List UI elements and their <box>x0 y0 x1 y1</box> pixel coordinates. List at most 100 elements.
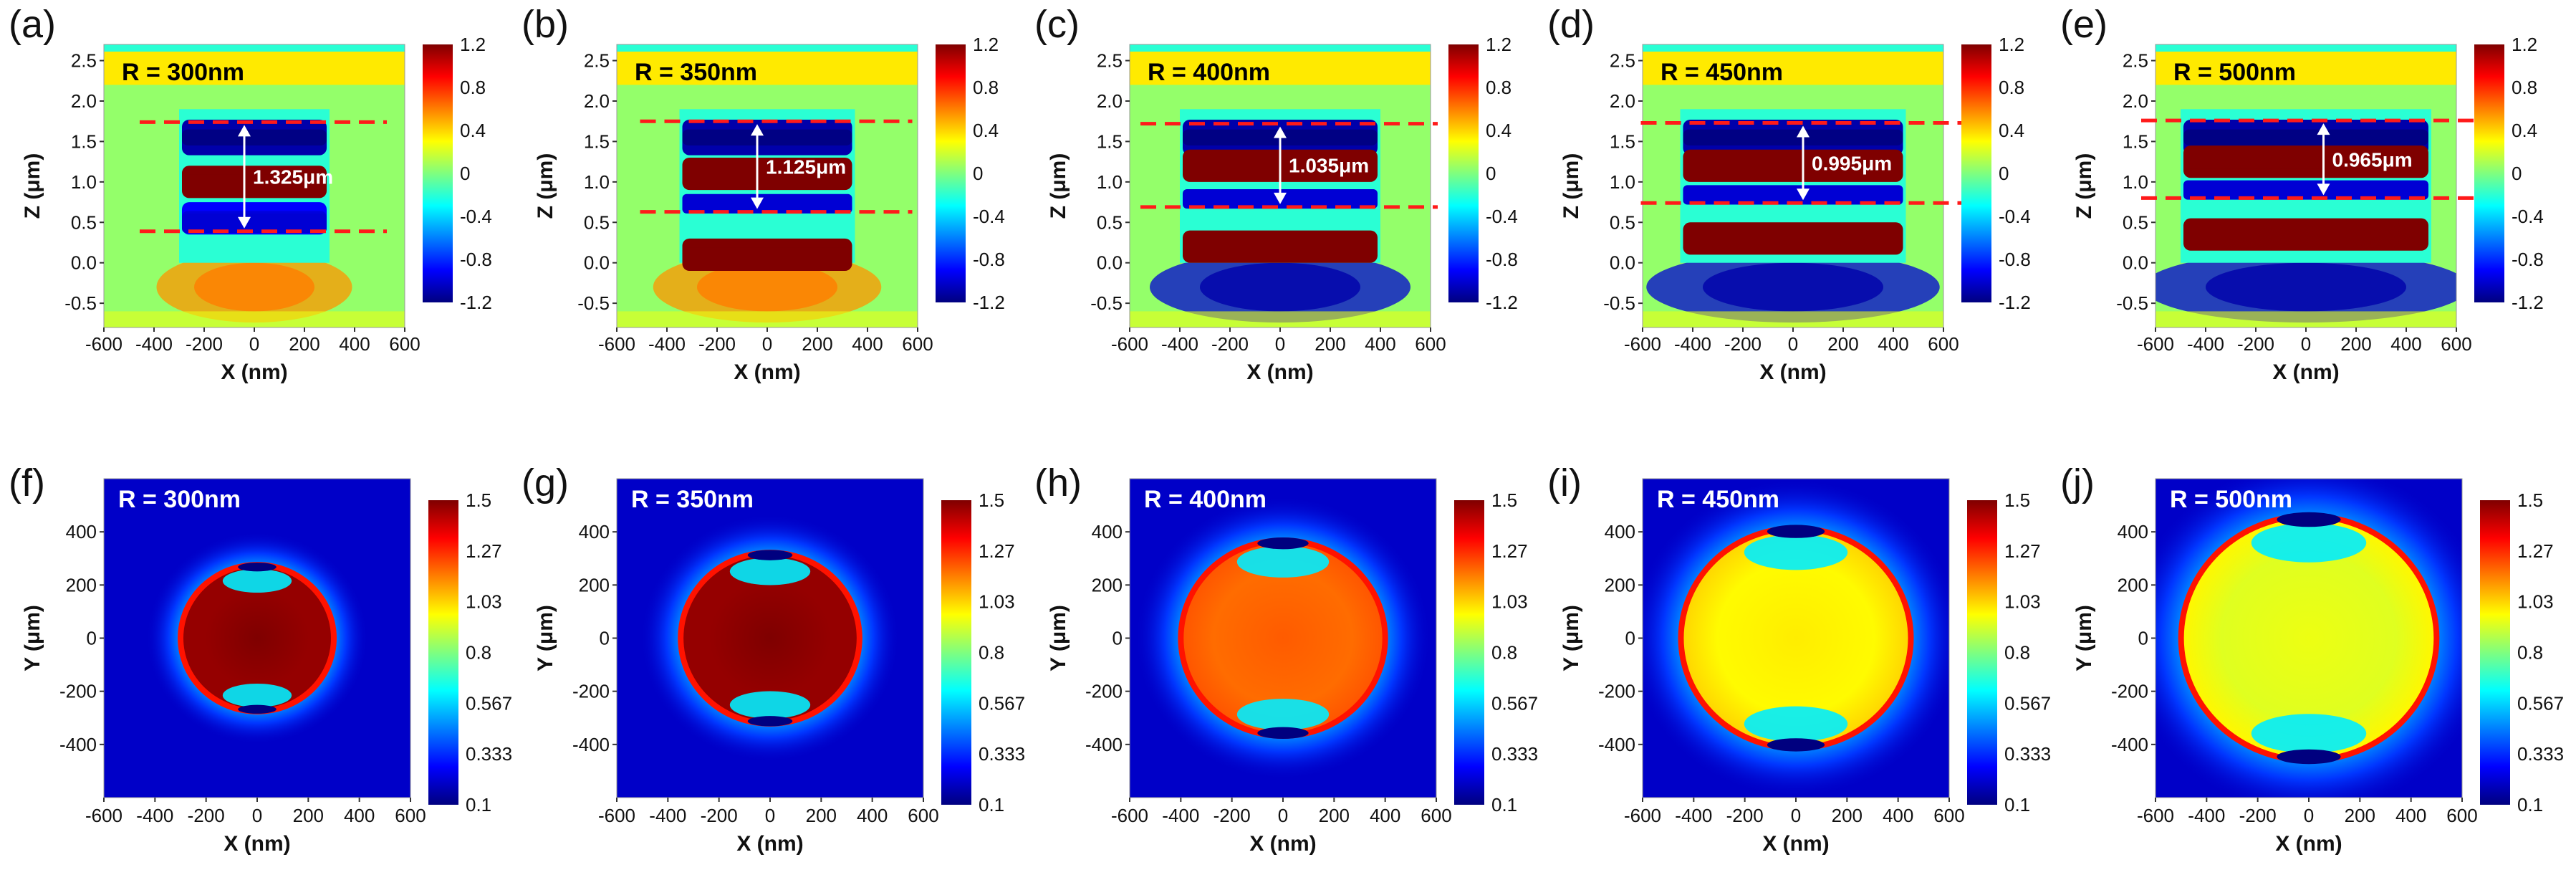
colorbar-tick-label: 0.8 <box>979 642 1004 664</box>
y-tick-label: 0.0 <box>1097 252 1123 274</box>
y-tick-label: 2.5 <box>1610 50 1635 72</box>
radius-label: R = 500nm <box>2173 59 2296 86</box>
y-tick-label: -200 <box>572 681 610 702</box>
field-top-edge <box>1130 44 1431 52</box>
field-bottom <box>1643 311 1943 327</box>
x-tick-label: 0 <box>1275 333 1285 355</box>
colorbar-tick-label: 0.8 <box>2512 77 2537 98</box>
radius-label: R = 450nm <box>1657 486 1779 513</box>
field-bottom <box>104 311 405 327</box>
x-tick-label: 0 <box>765 805 775 826</box>
field-cap-top <box>222 569 292 593</box>
colorbar <box>2480 500 2510 805</box>
x-axis-label: X (nm) <box>1249 832 1316 856</box>
y-tick-label: 1.0 <box>1097 171 1123 193</box>
field-band-core <box>1683 231 1903 247</box>
field-band-core <box>682 247 852 262</box>
gap-arrow-head-bottom <box>1274 192 1287 204</box>
y-tick-label: 1.5 <box>71 130 97 152</box>
heatmap-area <box>1643 44 1943 327</box>
x-axis-label: X (nm) <box>2275 832 2342 856</box>
x-tick-label: -400 <box>1161 333 1198 355</box>
y-tick-label: 0.5 <box>1610 211 1635 233</box>
gap-arrow-head-top <box>238 125 251 137</box>
x-tick-label: 0 <box>1791 805 1801 826</box>
x-tick-label: 400 <box>344 805 375 826</box>
x-tick-label: 400 <box>339 333 370 355</box>
y-tick-label: -400 <box>1085 734 1123 755</box>
y-tick-label: -400 <box>59 734 97 755</box>
colorbar-tick-label: -1.2 <box>973 292 1005 313</box>
field-band-core <box>2183 227 2428 242</box>
panel-h: R = 400nm 400 200 0 -200 -400 -600 -400 -200 0 200… <box>1034 461 1538 856</box>
y-tick-label: 0.5 <box>584 211 610 233</box>
colorbar-tick-label: 0.1 <box>466 794 491 816</box>
substrate-lobe-core <box>194 262 314 312</box>
colorbar-tick-label: 1.03 <box>2517 591 2554 613</box>
x-tick-label: 600 <box>389 333 420 355</box>
x-tick-label: 0 <box>762 333 772 355</box>
x-axis-label: X (nm) <box>736 832 803 856</box>
colorbar-tick-label: 0.8 <box>2517 642 2543 664</box>
y-tick-label: 0 <box>1625 628 1635 649</box>
x-tick-label: 600 <box>1415 333 1446 355</box>
colorbar-tick-label: -0.4 <box>460 206 492 227</box>
y-tick-label: 1.5 <box>1610 130 1635 152</box>
x-tick-label: -600 <box>2137 805 2174 826</box>
panel-letter: (c) <box>1034 3 1080 46</box>
x-tick-label: 0 <box>249 333 259 355</box>
y-tick-label: 0.0 <box>2123 252 2148 274</box>
x-tick-label: -400 <box>1675 805 1712 826</box>
colorbar-tick-label: -0.4 <box>2512 206 2544 227</box>
colorbar-tick-label: 1.2 <box>1486 34 1512 55</box>
field-top-edge <box>2156 44 2456 52</box>
y-tick-label: -0.5 <box>1090 292 1123 314</box>
y-tick-label: -0.5 <box>577 292 610 314</box>
y-tick-label: 400 <box>66 521 97 542</box>
y-tick-label: 400 <box>2118 521 2148 542</box>
heatmap-area <box>2156 44 2456 327</box>
y-tick-label: 2.0 <box>71 90 97 112</box>
colorbar-tick-label: 0.567 <box>979 692 1025 714</box>
y-tick-label: 200 <box>579 574 610 596</box>
y-tick-label: 400 <box>579 521 610 542</box>
colorbar-tick-label: 1.5 <box>2004 489 2030 511</box>
y-tick-label: 1.0 <box>1610 171 1635 193</box>
field-cap-top <box>729 558 811 585</box>
x-tick-label: 600 <box>395 805 426 826</box>
panel-letter: (a) <box>9 3 56 46</box>
field-cap-top-core <box>747 550 793 560</box>
x-tick-label: 400 <box>857 805 888 826</box>
x-tick-label: 0 <box>2301 333 2311 355</box>
y-tick-label: 2.0 <box>2123 90 2148 112</box>
y-tick-label: 200 <box>1605 574 1635 596</box>
field-cap-bottom <box>2251 714 2367 753</box>
colorbar-tick-label: -0.8 <box>2512 249 2544 270</box>
x-tick-label: 0 <box>1278 805 1288 826</box>
y-tick-label: 0.5 <box>2123 211 2148 233</box>
x-tick-label: 400 <box>1878 333 1908 355</box>
field-band-core <box>682 129 852 145</box>
field-cap-bottom <box>222 683 292 707</box>
radius-label: R = 400nm <box>1144 486 1267 513</box>
heatmap-area <box>2156 479 2462 798</box>
y-tick-label: 1.0 <box>71 171 97 193</box>
y-tick-label: 1.5 <box>1097 130 1123 152</box>
x-tick-label: 200 <box>293 805 324 826</box>
x-tick-label: 400 <box>2395 805 2426 826</box>
y-axis-label: Z (μm) <box>534 153 557 219</box>
colorbar-tick-label: -0.8 <box>973 249 1005 270</box>
x-tick-label: -600 <box>85 333 122 355</box>
colorbar <box>1448 44 1479 302</box>
colorbar-tick-label: 0 <box>1486 163 1496 184</box>
field-band-core <box>2183 154 2428 169</box>
colorbar <box>1967 500 1997 805</box>
field-bottom <box>617 311 918 327</box>
colorbar-tick-label: 1.27 <box>2004 540 2041 562</box>
y-tick-label: 200 <box>1092 574 1123 596</box>
colorbar-tick-label: 0.4 <box>2512 120 2537 141</box>
field-disc <box>2183 518 2434 758</box>
y-axis-label: Y (μm) <box>1559 605 1583 671</box>
gap-arrow-head-bottom <box>238 216 251 229</box>
